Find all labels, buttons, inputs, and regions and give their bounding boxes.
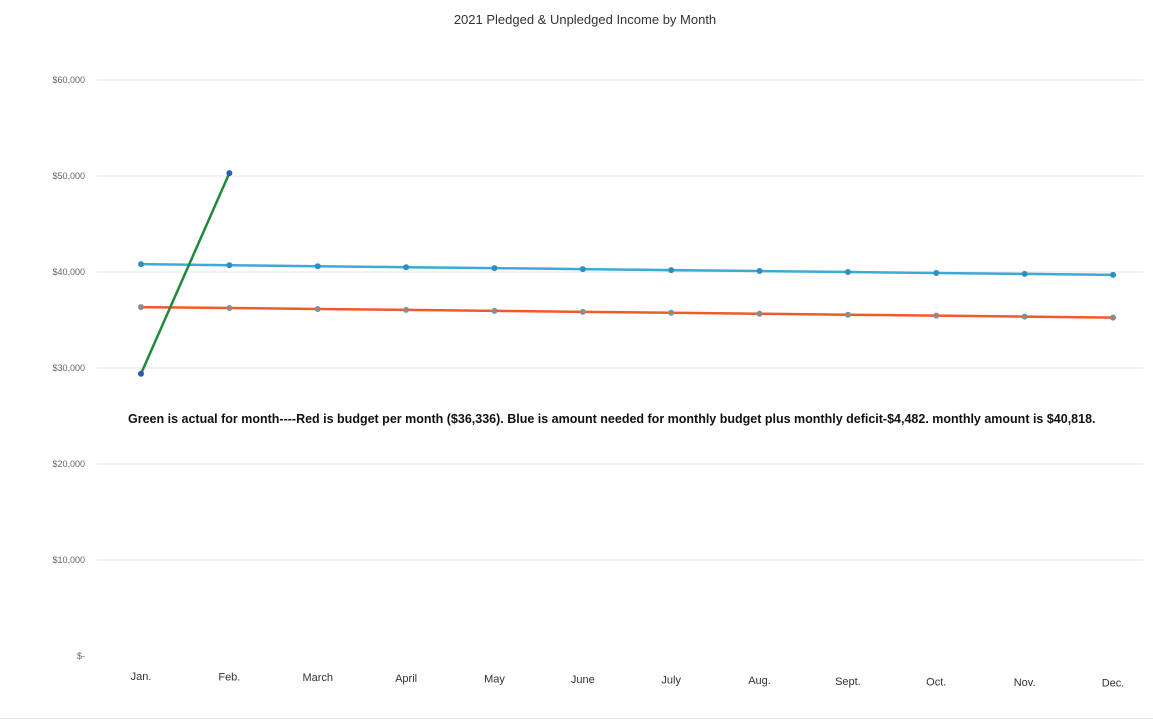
x-tick-label: Jan. <box>131 671 152 683</box>
series-line <box>140 305 1114 319</box>
x-tick-label: Aug. <box>748 675 771 687</box>
data-point <box>1110 271 1116 278</box>
x-tick-label: Feb. <box>218 672 240 684</box>
data-point <box>403 306 410 313</box>
data-point <box>491 307 498 314</box>
data-point <box>579 266 586 273</box>
x-axis-ticks: Jan. Feb. March April May June July Aug. Sept. Oc… <box>131 671 1125 690</box>
series-0 <box>138 261 1116 278</box>
data-point <box>1021 313 1028 320</box>
y-tick-label: $20,000 <box>52 459 85 469</box>
data-point <box>844 269 851 275</box>
y-tick-label: $- <box>77 651 85 661</box>
x-tick-label: Dec. <box>1102 678 1125 690</box>
data-point <box>1110 314 1116 321</box>
data-point <box>579 308 586 315</box>
x-tick-label: Sept. <box>835 676 861 688</box>
series-2 <box>138 170 233 377</box>
data-point <box>314 305 321 312</box>
data-point <box>138 261 144 268</box>
series-lines <box>138 170 1116 377</box>
y-tick-label: $60,000 <box>52 75 85 85</box>
data-point <box>668 309 675 316</box>
series-line <box>140 262 1114 277</box>
chart-title: 2021 Pledged & Unpledged Income by Month <box>454 12 716 27</box>
x-tick-label: April <box>395 673 417 685</box>
data-point <box>933 312 940 319</box>
y-tick-label: $40,000 <box>52 267 85 277</box>
y-tick-label: $10,000 <box>52 555 85 565</box>
series-line <box>139 172 231 375</box>
data-point <box>226 305 233 311</box>
series-1 <box>138 304 1116 321</box>
gridlines <box>97 79 1143 561</box>
data-point <box>403 264 410 271</box>
x-tick-label: Oct. <box>926 676 946 688</box>
data-point <box>756 268 763 275</box>
data-point <box>226 262 233 269</box>
data-point <box>226 170 233 177</box>
data-point <box>314 263 321 270</box>
x-tick-label: June <box>571 674 595 686</box>
x-tick-label: Nov. <box>1014 677 1036 689</box>
x-tick-label: July <box>661 675 681 687</box>
x-tick-label: May <box>484 673 505 685</box>
data-point <box>933 269 940 276</box>
data-point <box>1021 270 1028 277</box>
chart-annotation: Green is actual for month----Red is budg… <box>128 412 1096 426</box>
y-tick-label: $50,000 <box>52 171 85 181</box>
data-point <box>844 311 851 318</box>
data-point <box>138 304 144 311</box>
y-axis-ticks: $- $10,000 $20,000 $30,000 $40,000 $50,000 $60… <box>52 75 85 661</box>
y-tick-label: $30,000 <box>52 363 85 373</box>
data-point <box>756 310 763 317</box>
data-point <box>668 267 675 274</box>
data-point <box>491 265 498 272</box>
x-tick-label: March <box>302 672 333 684</box>
data-point <box>138 370 144 377</box>
